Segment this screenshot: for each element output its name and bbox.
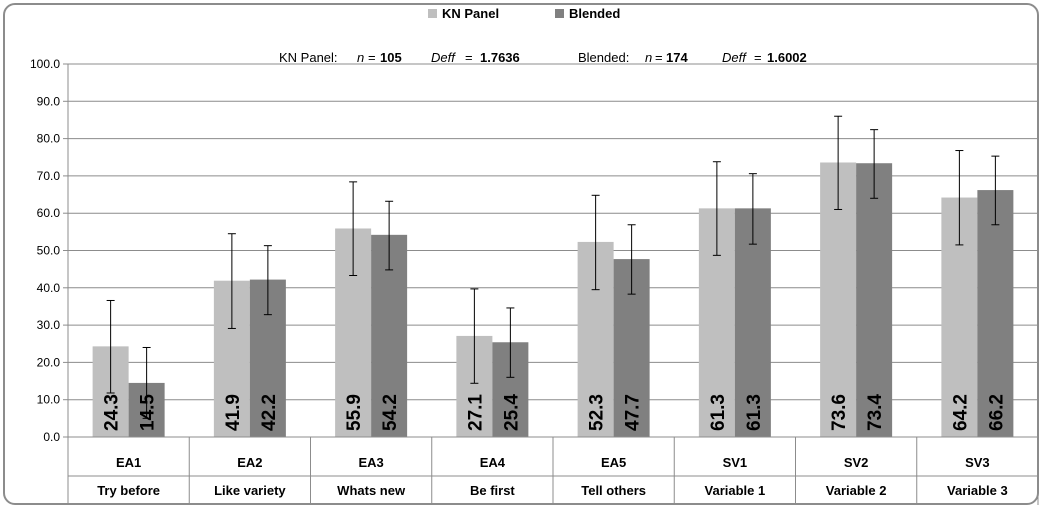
y-tick-label: 30.0 xyxy=(37,318,61,332)
error-bar xyxy=(591,194,600,291)
bar-blended-sv3 xyxy=(977,190,1014,437)
error-bar xyxy=(263,245,272,316)
annotation-kn-n: 105 xyxy=(380,50,402,65)
error-bar xyxy=(834,115,843,210)
error-bar xyxy=(870,129,879,199)
y-tick-label: 20.0 xyxy=(37,355,61,369)
annotation-kn-prefix: KN Panel: xyxy=(279,50,338,65)
annotation-kn-deff: 1.7636 xyxy=(480,50,520,65)
y-tick-label: 80.0 xyxy=(37,132,61,146)
data-label: 24.3 xyxy=(102,394,123,431)
error-bar xyxy=(142,346,151,419)
data-label: 47.7 xyxy=(623,394,644,431)
category-code-label: SV2 xyxy=(844,455,869,470)
data-label: 66.2 xyxy=(986,394,1007,431)
axes: 0.0 10.0 20.0 30.0 40.0 50.0 60.0 70.0 80.0 90.0 1… xyxy=(30,57,1039,505)
sample-annotation: KN Panel: n = 105 Deff = 1.7636 Blended:… xyxy=(279,50,807,65)
error-bars xyxy=(106,115,1000,419)
data-label: 25.4 xyxy=(501,394,522,431)
category-name-label: Tell others xyxy=(581,483,646,498)
category-name-label: Whats new xyxy=(337,483,406,498)
legend-label-kn-panel: KN Panel xyxy=(442,6,499,21)
category-name-label: Variable 1 xyxy=(705,483,766,498)
y-tick-label: 60.0 xyxy=(37,206,61,220)
y-tick-label: 50.0 xyxy=(37,244,61,258)
legend: KN Panel Blended xyxy=(428,6,620,21)
data-label: 42.2 xyxy=(259,394,280,431)
category-name-label: Try before xyxy=(97,483,160,498)
category-code-label: EA5 xyxy=(601,455,626,470)
category-name-label: Variable 2 xyxy=(826,483,887,498)
category-code-label: EA4 xyxy=(480,455,506,470)
annotation-kn-n-symbol: n xyxy=(357,50,364,65)
data-label: 61.3 xyxy=(708,394,729,431)
error-bar xyxy=(627,224,636,295)
annotation-bl-n-eq: = xyxy=(655,50,663,65)
category-code-label: EA1 xyxy=(116,455,141,470)
category-code-label: SV1 xyxy=(723,455,748,470)
category-code-label: SV3 xyxy=(965,455,990,470)
annotation-bl-n-symbol: n xyxy=(645,50,652,65)
y-tick-label: 70.0 xyxy=(37,169,61,183)
data-label: 27.1 xyxy=(465,394,486,431)
error-bar xyxy=(506,307,515,378)
error-bar xyxy=(748,173,757,245)
data-label: 14.5 xyxy=(138,394,159,431)
category-name-label: Variable 3 xyxy=(947,483,1008,498)
annotation-bl-deff-symbol: Deff xyxy=(722,50,747,65)
error-bar xyxy=(227,233,236,329)
y-tick-label: 40.0 xyxy=(37,281,61,295)
annotation-kn-n-eq: = xyxy=(368,50,376,65)
data-label: 41.9 xyxy=(223,394,244,431)
bar-blended-sv2 xyxy=(856,163,893,437)
category-name-label: Be first xyxy=(470,483,515,498)
y-tick-label: 10.0 xyxy=(37,393,61,407)
error-bar xyxy=(106,299,115,394)
error-bar xyxy=(385,200,394,271)
annotation-bl-deff-eq: = xyxy=(754,50,762,65)
annotation-kn-deff-eq: = xyxy=(465,50,473,65)
data-label: 52.3 xyxy=(587,394,608,431)
data-label: 61.3 xyxy=(744,394,765,431)
legend-swatch-blended xyxy=(555,9,564,18)
data-label: 54.2 xyxy=(380,394,401,431)
annotation-bl-prefix: Blended: xyxy=(578,50,629,65)
error-bar xyxy=(955,150,964,246)
error-bar xyxy=(991,155,1000,226)
error-bar xyxy=(470,288,479,384)
legend-label-blended: Blended xyxy=(569,6,620,21)
category-name-label: Like variety xyxy=(214,483,286,498)
error-bar xyxy=(349,181,358,276)
annotation-kn-deff-symbol: Deff xyxy=(431,50,456,65)
data-label: 55.9 xyxy=(344,394,365,431)
legend-swatch-kn-panel xyxy=(428,9,437,18)
annotation-bl-n: 174 xyxy=(666,50,688,65)
category-code-label: EA2 xyxy=(237,455,262,470)
data-label: 73.6 xyxy=(829,394,850,431)
error-bar xyxy=(712,161,721,256)
data-labels: 24.3 14.5 41.9 42.2 55.9 54.2 27.1 25.4 52.3 47.7… xyxy=(102,394,1008,431)
gridlines xyxy=(68,63,1038,401)
y-tick-label: 90.0 xyxy=(37,94,61,108)
category-code-label: EA3 xyxy=(358,455,383,470)
data-label: 73.4 xyxy=(865,394,886,431)
annotation-bl-deff: 1.6002 xyxy=(767,50,807,65)
y-tick-label: 0.0 xyxy=(43,430,60,444)
data-label: 64.2 xyxy=(950,394,971,431)
bar-blended-sv1 xyxy=(734,208,771,437)
y-tick-label: 100.0 xyxy=(30,57,60,71)
